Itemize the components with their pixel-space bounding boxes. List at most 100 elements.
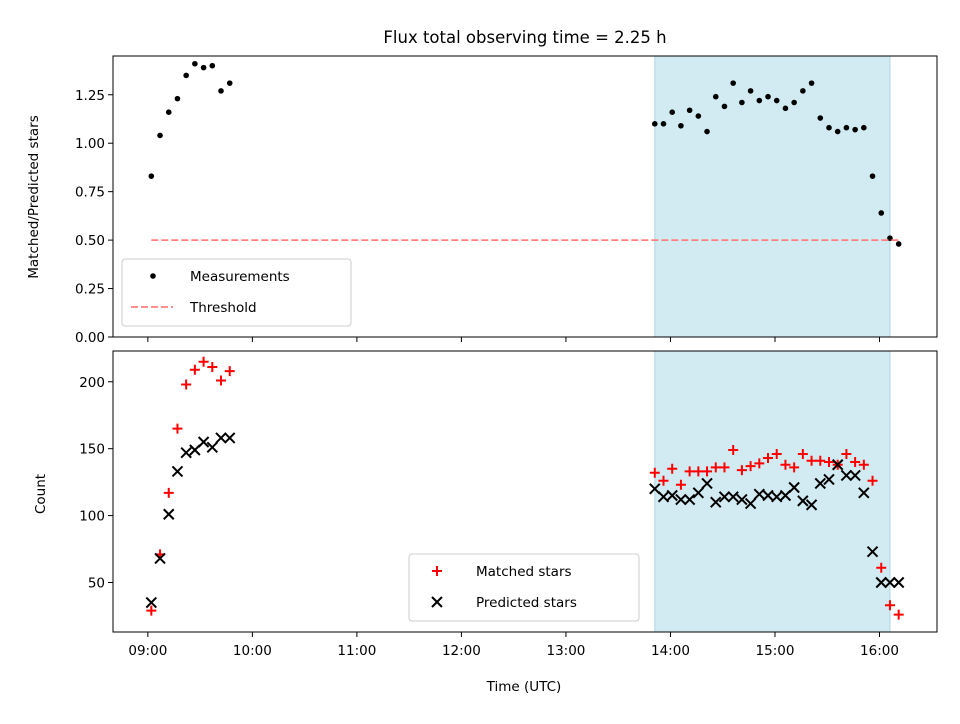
data-point [878, 210, 885, 216]
data-point [771, 449, 782, 460]
data-point [841, 449, 852, 460]
data-point [861, 124, 867, 131]
data-point [660, 121, 667, 127]
data-point [675, 493, 687, 506]
data-point [780, 459, 791, 470]
data-point [666, 489, 678, 502]
data-point [154, 552, 166, 565]
data-point [192, 60, 198, 67]
legend-key [431, 596, 443, 608]
y-tick-label: 1.00 [75, 136, 105, 152]
data-point [831, 459, 844, 471]
data-point [174, 95, 181, 102]
data-point [852, 126, 858, 133]
data-point [701, 477, 713, 490]
data-point [710, 462, 721, 473]
series-measurements [148, 60, 902, 247]
data-point [146, 605, 157, 616]
data-point [876, 562, 887, 573]
data-point [826, 124, 832, 131]
data-point [850, 457, 861, 468]
y-tick-label: 200 [79, 375, 105, 391]
data-point [814, 477, 826, 490]
legend-key [432, 566, 442, 576]
data-point [753, 488, 766, 500]
data-point [739, 99, 745, 106]
y-tick-label: 1.25 [75, 88, 105, 104]
data-point [163, 487, 174, 498]
data-point [678, 122, 684, 129]
data-point [145, 596, 158, 609]
data-point [704, 128, 710, 135]
data-point [884, 600, 895, 611]
data-point [695, 113, 702, 119]
data-point [683, 493, 696, 506]
data-point [171, 465, 184, 478]
data-point [797, 495, 809, 507]
data-point [782, 105, 789, 112]
y-tick-label: 0.75 [75, 185, 105, 201]
legend-label: Threshold [189, 300, 257, 316]
data-point [226, 80, 233, 86]
data-point [165, 109, 172, 115]
data-point [840, 469, 853, 482]
data-point [148, 173, 155, 179]
y-tick-label: 0.25 [75, 282, 105, 298]
y-tick-label: 100 [79, 509, 105, 525]
chart-marks: 0.00 0.25 0.50 0.75 1.00 1.25 Measurements Thre… [75, 55, 938, 659]
data-point [727, 491, 739, 503]
data-point [224, 432, 236, 444]
data-point [657, 491, 670, 503]
data-point [892, 576, 905, 589]
data-point [806, 455, 817, 466]
x-tick-label: 16:00 [860, 643, 899, 659]
bottom-y-axis-label: Count [33, 474, 49, 514]
data-point [744, 497, 757, 510]
data-point [817, 115, 824, 121]
data-point [693, 466, 704, 477]
data-point [858, 459, 869, 470]
data-point [884, 576, 896, 589]
series-matched-stars [146, 356, 904, 620]
data-point [773, 97, 780, 104]
data-point [218, 88, 224, 94]
data-point [189, 444, 201, 456]
data-point [718, 491, 731, 503]
data-point [684, 466, 695, 477]
data-point [189, 364, 200, 375]
data-point [756, 97, 763, 104]
data-point [730, 80, 736, 86]
y-tick-label: 50 [88, 575, 105, 591]
data-point [823, 457, 834, 468]
data-point [867, 475, 878, 486]
data-point [858, 487, 870, 499]
data-point [800, 88, 806, 94]
data-point [198, 356, 209, 367]
x-tick-label: 09:00 [128, 643, 167, 659]
data-point [728, 445, 739, 456]
panel-2: 50 100 150 200 09:00 10:00 11:00 12:00 13:00 14:0… [79, 350, 938, 659]
x-axis-label: Time (UTC) [486, 679, 562, 695]
data-point [762, 489, 774, 502]
data-point [869, 173, 876, 179]
data-point [216, 375, 227, 386]
top-y-axis-label: Matched/Predicted stars [26, 115, 42, 278]
legend-box [121, 258, 352, 327]
data-point [651, 121, 658, 127]
legend: Matched stars Predicted stars [408, 553, 640, 622]
plot-frame [112, 350, 938, 633]
data-point [771, 491, 783, 503]
data-point [649, 483, 661, 495]
data-point [815, 455, 826, 466]
data-point [745, 461, 756, 472]
legend-label: Matched stars [476, 564, 572, 580]
x-tick-label: 15:00 [756, 643, 795, 659]
legend-label: Predicted stars [476, 595, 577, 611]
data-point [180, 446, 192, 459]
data-point [206, 441, 219, 454]
plot-frame [112, 55, 938, 338]
legend-key [150, 273, 156, 279]
data-point [157, 132, 163, 139]
